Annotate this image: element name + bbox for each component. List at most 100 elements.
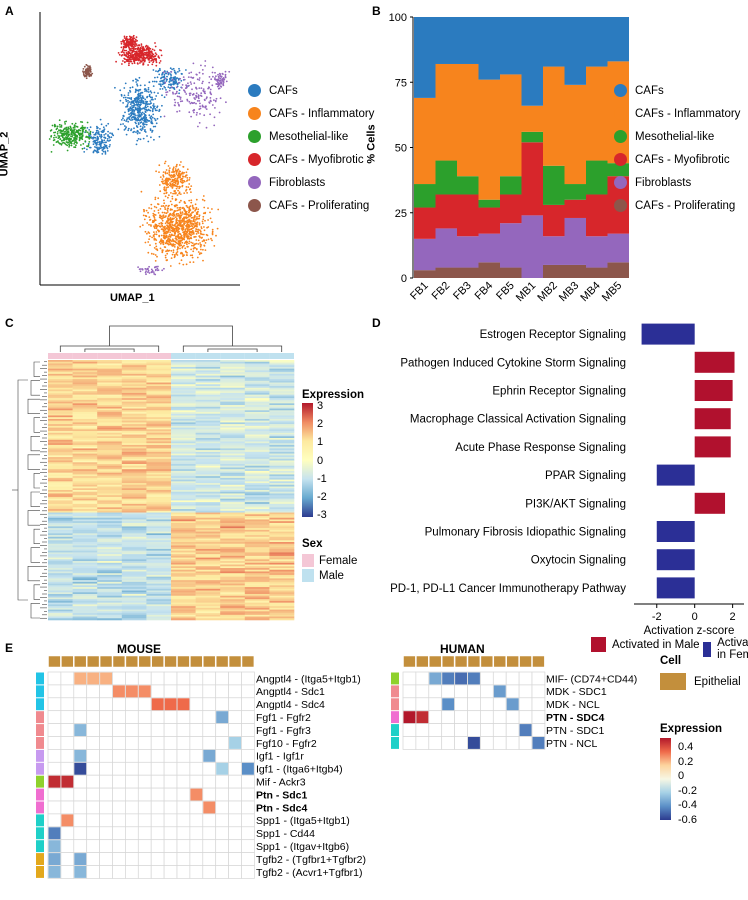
heatmap-cell [171,542,196,545]
umap-point [170,176,173,179]
umap-point [172,78,174,81]
heatmap-cell [146,431,172,434]
heatmap-cell [171,517,196,520]
heatmap-cell [121,434,147,437]
heatmap-cell [220,573,246,576]
grid-cell [125,852,139,866]
umap-point [190,115,193,118]
umap-point [137,98,140,101]
heatmap-cell [269,528,295,531]
umap-point [132,49,135,52]
heatmap-cell [146,503,172,506]
grid-cell [215,723,229,737]
grid-cell [86,826,100,841]
umap-point [144,104,147,107]
umap-point [178,244,181,246]
umap-point [146,222,149,224]
umap-point [187,76,190,78]
umap-point [56,132,59,135]
heatmap-cell [195,370,221,373]
umap-point [207,219,210,221]
interaction-label: Tgfb2 - (Acvr1+Tgfbr1) [256,867,363,879]
umap-point [171,238,174,241]
umap-point [173,246,176,248]
heatmap-cell [121,526,147,529]
heatmap-cell [195,399,221,402]
heatmap-cell [171,363,196,366]
umap-point [154,254,157,256]
umap-point [152,53,155,56]
umap-point [134,38,137,41]
grid-cell [86,684,100,699]
umap-point [154,223,157,226]
heatmap-cell [171,366,196,369]
umap-point [120,46,123,49]
heatmap-cell [171,519,196,522]
heatmap-cell [72,490,98,493]
umap-point [115,60,117,63]
umap-point [67,128,69,131]
umap-point [190,225,193,227]
heatmap-cell [171,408,196,411]
heatmap-cell [244,373,270,376]
grid-cell [189,761,204,776]
grid-cell [163,710,178,724]
umap-point [169,87,171,89]
umap-point [147,55,150,57]
umap-point [125,98,127,101]
umap-point [188,199,191,202]
heatmap-cell [97,524,123,527]
grid-cell [60,839,75,853]
heatmap-cell [244,542,270,545]
heatmap-cell [97,425,123,428]
umap-point [163,75,166,77]
umap-point [174,93,177,95]
umap-point [160,54,163,57]
heatmap-cell [269,467,295,470]
heatmap-scale-tick: 3 [317,400,324,412]
umap-point [143,88,146,91]
umap-point [196,230,198,233]
heatmap-cell [48,509,73,512]
umap-point [181,219,184,222]
heatmap-cell [220,607,246,610]
heatmap-cell [97,555,123,558]
umap-point [170,257,173,259]
heatmap-cell [195,476,221,479]
umap-point [96,139,99,141]
heatmap-cell [269,481,295,484]
umap-point [126,117,129,119]
heatmap-cell [121,396,147,399]
umap-point [169,77,172,80]
umap-point [155,231,158,233]
grid-cell [241,697,255,712]
umap-point [130,47,132,50]
heatmap-cell [269,595,295,598]
sex-swatch [302,569,314,582]
heatmap-cell [72,453,98,456]
umap-point [81,134,84,137]
umap-point [136,129,139,132]
heatmap-cell [146,443,172,446]
heatmap-cell [195,451,221,454]
heatmap-cell [97,431,123,434]
heatmap-cell [171,365,196,368]
grid-cell [189,800,204,815]
umap-point [101,153,104,155]
grid-cell [241,813,255,828]
grid-cell [125,671,139,686]
heatmap-cell [121,496,147,499]
umap-point [214,78,217,81]
heatmap-cell [269,607,295,610]
umap-point [94,133,97,136]
heatmap-cell [146,576,172,579]
umap-point [184,250,187,253]
heatmap-cell [244,522,270,525]
heatmap-cell [220,606,246,609]
umap-point [214,77,216,79]
umap-point [142,128,144,130]
heatmap-cell [146,398,172,401]
heatmap-cell [72,503,98,506]
umap-point [183,200,186,203]
umap-point [73,134,76,137]
